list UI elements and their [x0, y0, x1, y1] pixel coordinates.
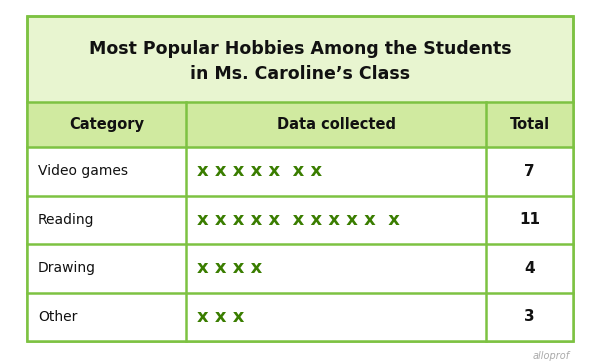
FancyBboxPatch shape: [27, 102, 573, 147]
FancyBboxPatch shape: [27, 293, 573, 341]
Text: x x x x: x x x x: [197, 260, 262, 277]
Text: Data collected: Data collected: [277, 117, 395, 132]
Text: x x x: x x x: [197, 308, 244, 326]
Text: 4: 4: [524, 261, 535, 276]
Text: in Ms. Caroline’s Class: in Ms. Caroline’s Class: [190, 65, 410, 82]
Text: 11: 11: [519, 212, 540, 227]
FancyBboxPatch shape: [27, 196, 573, 244]
Text: 7: 7: [524, 164, 535, 179]
Text: alloprof: alloprof: [533, 351, 570, 361]
Text: Most Popular Hobbies Among the Students: Most Popular Hobbies Among the Students: [89, 40, 511, 58]
Text: Category: Category: [69, 117, 144, 132]
Text: Other: Other: [38, 310, 77, 324]
Text: Drawing: Drawing: [38, 261, 96, 276]
Text: x x x x x  x x: x x x x x x x: [197, 162, 322, 180]
Text: Total: Total: [509, 117, 550, 132]
FancyBboxPatch shape: [27, 147, 573, 196]
Text: x x x x x  x x x x x  x: x x x x x x x x x x x: [197, 211, 400, 229]
Text: Reading: Reading: [38, 213, 94, 227]
Text: Video games: Video games: [38, 164, 128, 178]
Text: 3: 3: [524, 309, 535, 325]
FancyBboxPatch shape: [27, 244, 573, 293]
FancyBboxPatch shape: [27, 16, 573, 341]
